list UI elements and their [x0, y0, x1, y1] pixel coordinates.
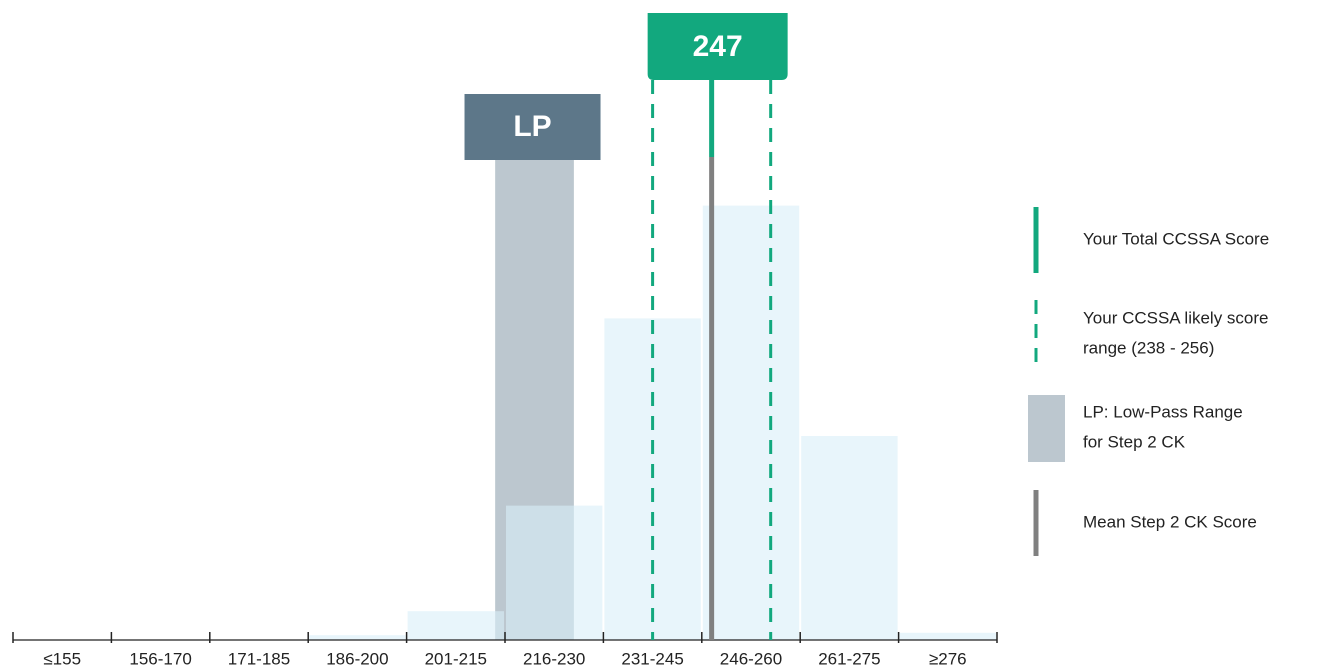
bar — [506, 505, 603, 640]
x-tick-label: ≤155 — [43, 649, 81, 667]
legend-label: LP: Low-Pass Range — [1083, 402, 1243, 421]
legend-label: range (238 - 256) — [1083, 338, 1214, 357]
legend-label: for Step 2 CK — [1083, 432, 1186, 451]
x-tick-label: 246-260 — [720, 649, 782, 667]
lp-label: LP — [513, 110, 551, 143]
bar — [407, 611, 504, 640]
lp-label-box — [464, 94, 601, 160]
x-tick-label: ≥276 — [929, 649, 967, 667]
x-tick-label: 156-170 — [129, 649, 191, 667]
x-tick-label: 186-200 — [326, 649, 388, 667]
x-tick-label: 201-215 — [425, 649, 487, 667]
bar — [899, 632, 996, 640]
score-label-box — [647, 13, 788, 80]
bar — [309, 635, 406, 640]
x-tick-label: 216-230 — [523, 649, 585, 667]
legend-label: Your CCSSA likely score — [1083, 308, 1269, 327]
bar — [801, 436, 898, 640]
x-tick-label: 171-185 — [228, 649, 290, 667]
legend-swatch — [1028, 395, 1065, 462]
legend-label: Your Total CCSSA Score — [1083, 229, 1269, 248]
x-tick-label: 231-245 — [621, 649, 683, 667]
legend-label: Mean Step 2 CK Score — [1083, 512, 1257, 531]
x-tick-label: 261-275 — [818, 649, 880, 667]
score-label: 247 — [693, 30, 743, 63]
bar — [702, 205, 800, 640]
